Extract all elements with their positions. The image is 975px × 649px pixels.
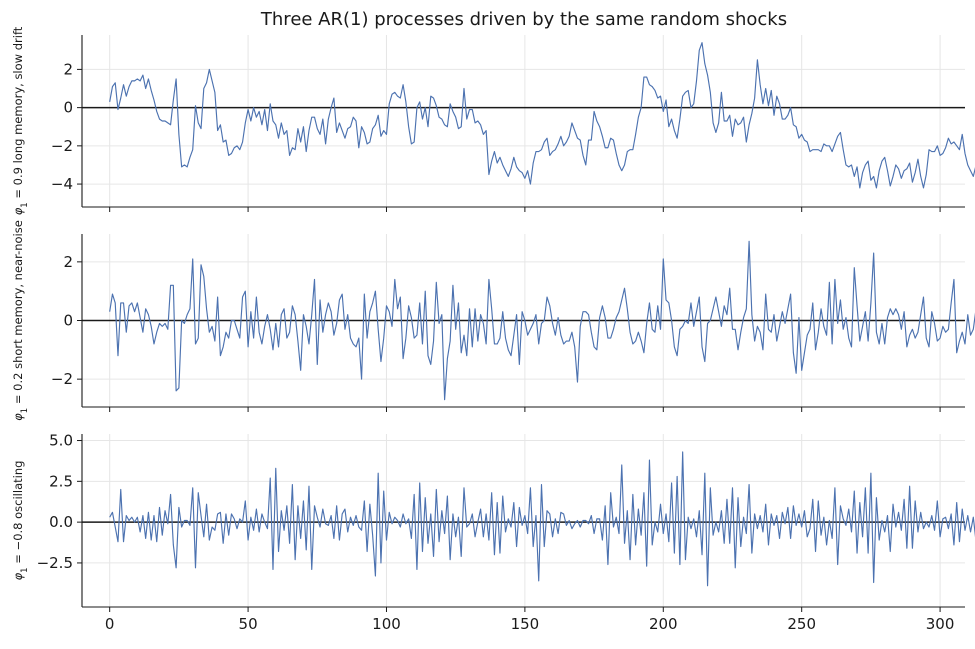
y-tick-label: 0 bbox=[63, 99, 73, 117]
series-line-panel-3 bbox=[109, 451, 975, 587]
panel-1: −4 −2 0 2 φ1 = 0.9 long memory, slow drift bbox=[11, 26, 975, 215]
series-line-panel-1 bbox=[109, 42, 975, 189]
y-tick-label: −2.5 bbox=[37, 554, 73, 572]
series-line-panel-2 bbox=[109, 240, 975, 401]
y-tick-label: 0 bbox=[63, 312, 73, 330]
chart-title: Three AR(1) processes driven by the same… bbox=[260, 9, 787, 30]
panel-2: −2 0 2 φ1 = 0.2 short memory, near-noise bbox=[11, 220, 975, 421]
x-tick-label: 0 bbox=[105, 615, 115, 633]
x-tick-label: 250 bbox=[787, 615, 816, 633]
y-tick-label: 2 bbox=[63, 253, 73, 271]
x-tick-label: 50 bbox=[239, 615, 258, 633]
y-tick-label: 0.0 bbox=[49, 513, 73, 531]
x-tick-label: 300 bbox=[926, 615, 955, 633]
y-tick-label: −2 bbox=[51, 370, 73, 388]
y-tick-label: 2 bbox=[63, 60, 73, 78]
y-axis-label-panel-2: φ1 = 0.2 short memory, near-noise bbox=[11, 220, 30, 421]
x-tick-label: 100 bbox=[372, 615, 401, 633]
y-tick-label: −4 bbox=[51, 175, 73, 193]
y-tick-label: −2 bbox=[51, 137, 73, 155]
y-axis-label-panel-1: φ1 = 0.9 long memory, slow drift bbox=[11, 26, 30, 215]
y-tick-label: 5.0 bbox=[49, 432, 73, 450]
y-tick-label: 2.5 bbox=[49, 472, 73, 490]
y-axis-label-panel-3: φ1 = −0.8 oscillating bbox=[11, 461, 30, 581]
x-tick-label: 200 bbox=[649, 615, 678, 633]
panels-group: −4 −2 0 2 φ1 = 0.9 long memory, slow drift −2… bbox=[11, 26, 975, 633]
x-tick-label: 150 bbox=[511, 615, 540, 633]
panel-3: −2.5 0.0 2.5 5.0 0 50 100 150 200 250 300 φ1 = −0.8… bbox=[11, 432, 975, 633]
